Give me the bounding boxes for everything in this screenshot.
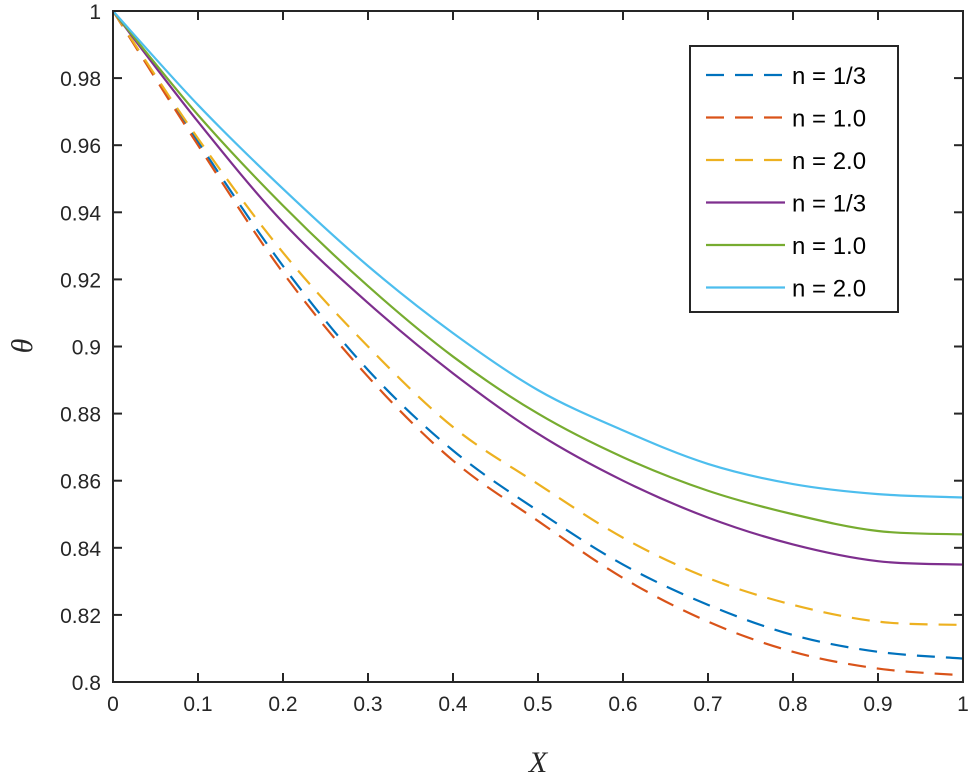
series-line-0 [112,10,964,660]
y-tick-label: 0.92 [60,269,101,292]
x-tick-label: 0.5 [523,693,552,716]
y-axis: 0.8 0.82 0.84 0.86 0.88 0.9 0.92 0.94 0.96 0.98 1 [60,1,963,695]
y-tick-label: 0.8 [72,672,101,695]
x-tick-label: 0.9 [863,693,892,716]
series-layer [112,10,964,677]
y-tick-label: 0.9 [72,337,101,360]
series-line-4 [112,10,964,536]
x-tick-label: 0.7 [693,693,722,716]
series-line-2 [112,10,964,627]
legend-label-3: n = 1/3 [792,191,866,218]
legend-label-0: n = 1/3 [792,63,866,90]
legend-box [689,45,899,313]
legend-label-4: n = 1.0 [792,233,866,260]
y-tick-label: 0.94 [60,202,101,225]
x-tick-label: 0.6 [608,693,637,716]
y-tick-label: 0.96 [60,135,101,158]
x-tick-label: 0 [107,693,119,716]
x-tick-label: 0.8 [778,693,807,716]
y-tick-label: 0.84 [60,538,101,561]
y-tick-label: 0.86 [60,471,101,494]
x-tick-label: 0.1 [183,693,212,716]
y-tick-label: 0.88 [60,404,101,427]
y-tick-label: 0.98 [60,68,101,91]
y-tick-label: 1 [89,1,101,24]
legend: n = 1/3 n = 1.0 n = 2.0 n = 1/3 n = 1.0 n = 2… [689,45,899,313]
y-axis-label: θ [6,338,39,353]
x-tick-label: 1 [957,693,969,716]
legend-label-5: n = 2.0 [792,276,866,303]
series-line-5 [112,10,964,499]
series-line-1 [112,10,964,677]
x-tick-label: 0.4 [438,693,468,716]
x-axis-label: X [528,746,549,779]
x-tick-label: 0.3 [353,693,382,716]
series-line-3 [112,10,964,566]
legend-label-2: n = 2.0 [792,148,866,175]
y-tick-label: 0.82 [60,605,101,628]
x-axis: 0 0.1 0.2 0.3 0.4 0.5 0.6 0.7 0.8 0.9 1 [107,11,969,716]
x-tick-label: 0.2 [268,693,297,716]
legend-label-1: n = 1.0 [792,106,866,133]
